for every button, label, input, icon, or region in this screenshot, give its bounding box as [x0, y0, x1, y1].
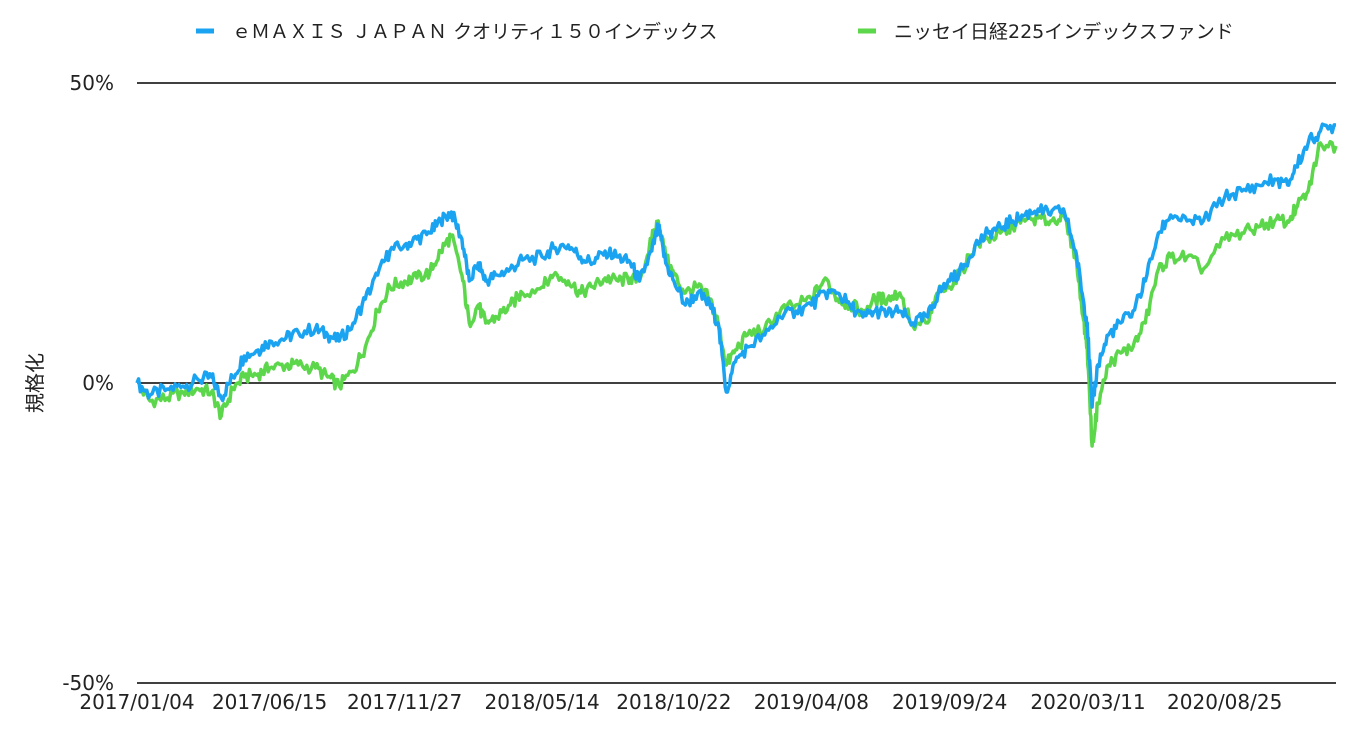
x-tick-label: 2017/11/27 — [347, 690, 462, 714]
x-tick-label: 2018/10/22 — [616, 690, 731, 714]
x-axis-ticks: 2017/01/04 2017/06/15 2017/11/27 2018/05/14… — [79, 690, 1282, 714]
x-tick-label: 2017/01/04 — [79, 690, 194, 714]
x-tick-label: 2017/06/15 — [212, 690, 327, 714]
x-tick-label: 2019/04/08 — [754, 690, 869, 714]
y-axis-label: 規格化 — [23, 353, 47, 413]
x-tick-label: 2019/09/24 — [892, 690, 1007, 714]
x-tick-label: 2018/05/14 — [484, 690, 599, 714]
legend: ｅＭＡＸＩＳ ＪＡＰＡＮ クオリティ１５０インデックス ニッセイ日経225インデ… — [196, 21, 1234, 43]
y-axis-ticks: 50% 0% -50% — [62, 71, 114, 695]
y-tick-label: 50% — [70, 71, 114, 95]
gridlines — [137, 82, 1336, 684]
legend-label-nissay: ニッセイ日経225インデックスファンド — [894, 21, 1234, 43]
x-tick-label: 2020/03/11 — [1030, 690, 1145, 714]
x-tick-label: 2020/08/25 — [1167, 690, 1282, 714]
series-lines — [135, 122, 1338, 448]
series-line-nissay — [136, 139, 1338, 448]
legend-label-emaxis: ｅＭＡＸＩＳ ＪＡＰＡＮ クオリティ１５０インデックス — [232, 21, 717, 43]
y-tick-label: 0% — [82, 371, 114, 395]
y-tick-label: -50% — [62, 671, 114, 695]
series-line-emaxis — [135, 122, 1337, 409]
